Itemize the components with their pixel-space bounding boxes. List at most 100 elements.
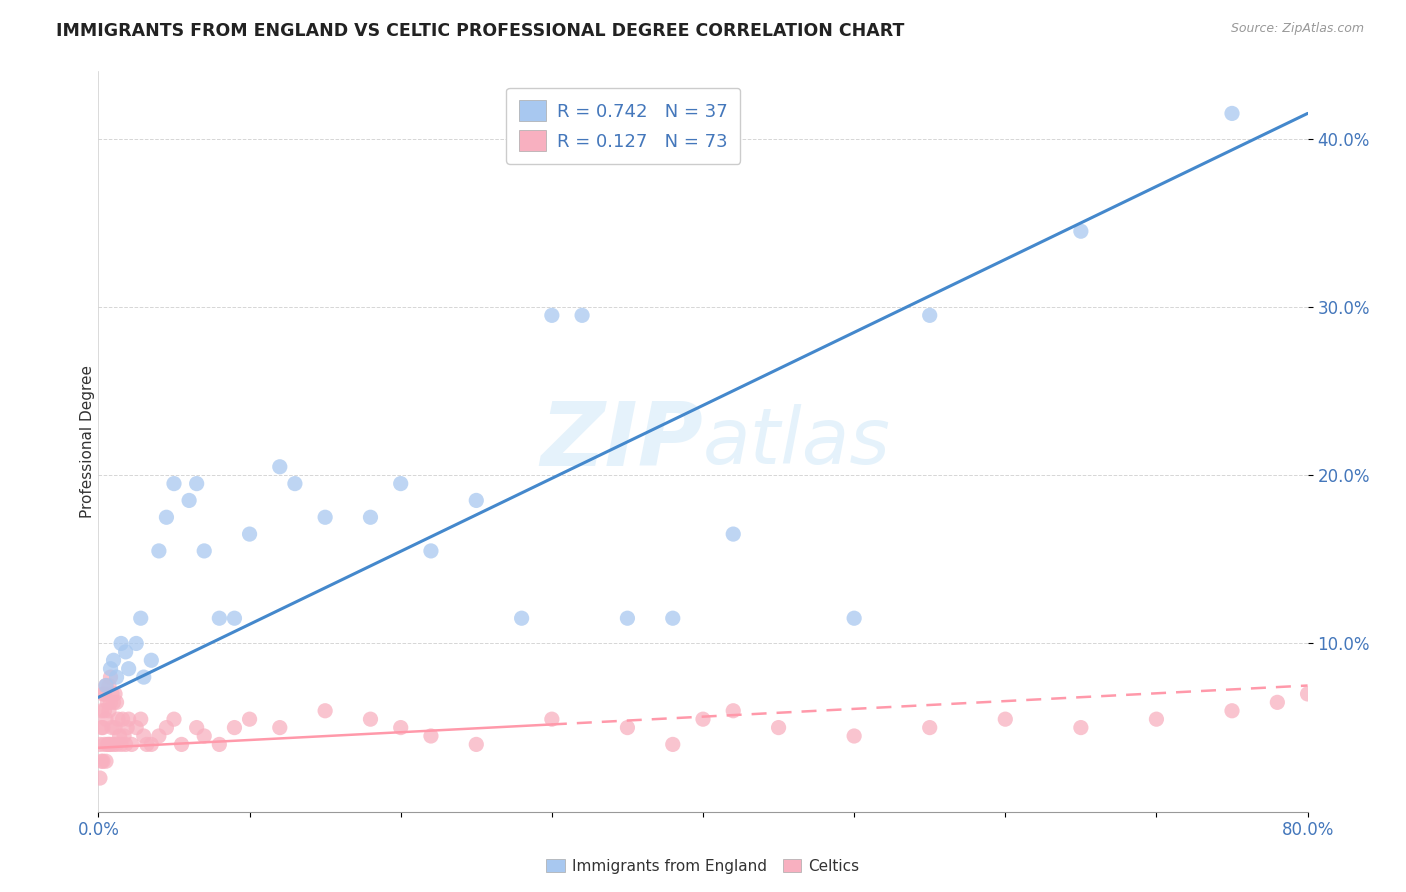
Point xyxy=(100,738,122,752)
Point xyxy=(661,738,683,752)
Point xyxy=(360,712,382,726)
Point xyxy=(141,653,163,667)
Point xyxy=(94,754,117,768)
Point xyxy=(91,687,114,701)
Point xyxy=(155,721,177,735)
Point xyxy=(510,611,533,625)
Point xyxy=(1220,106,1243,120)
Point xyxy=(224,611,246,625)
Point xyxy=(420,729,443,743)
Point xyxy=(114,645,136,659)
Point xyxy=(112,729,135,743)
Point xyxy=(918,721,941,735)
Point xyxy=(115,721,138,735)
Point xyxy=(389,476,412,491)
Point xyxy=(98,738,121,752)
Point xyxy=(768,721,790,735)
Point xyxy=(1070,721,1092,735)
Point xyxy=(723,704,745,718)
Point xyxy=(105,670,128,684)
Legend: R = 0.742   N = 37, R = 0.127   N = 73: R = 0.742 N = 37, R = 0.127 N = 73 xyxy=(506,87,741,164)
Point xyxy=(96,738,118,752)
Point xyxy=(186,476,208,491)
Point xyxy=(170,738,193,752)
Point xyxy=(465,493,488,508)
Point xyxy=(540,712,562,726)
Point xyxy=(1267,695,1289,709)
Point xyxy=(193,729,215,743)
Point xyxy=(540,309,562,323)
Point xyxy=(104,721,127,735)
Point xyxy=(269,459,291,474)
Point xyxy=(420,544,443,558)
Point xyxy=(98,679,121,693)
Point xyxy=(89,738,111,752)
Text: atlas: atlas xyxy=(703,403,891,480)
Point xyxy=(121,738,143,752)
Point xyxy=(148,729,170,743)
Point xyxy=(918,309,941,323)
Point xyxy=(571,309,593,323)
Point xyxy=(104,687,127,701)
Point xyxy=(118,712,141,726)
Legend: Immigrants from England, Celtics: Immigrants from England, Celtics xyxy=(540,853,866,880)
Point xyxy=(148,544,170,558)
Point xyxy=(118,662,141,676)
Point xyxy=(101,721,124,735)
Point xyxy=(129,611,152,625)
Point xyxy=(100,662,122,676)
Point xyxy=(132,670,155,684)
Point xyxy=(314,704,336,718)
Point xyxy=(129,712,152,726)
Point xyxy=(616,611,638,625)
Point xyxy=(93,738,115,752)
Point xyxy=(1296,687,1319,701)
Point xyxy=(93,687,115,701)
Point xyxy=(179,493,201,508)
Point xyxy=(723,527,745,541)
Point xyxy=(98,704,121,718)
Point xyxy=(94,712,117,726)
Point xyxy=(103,695,125,709)
Point xyxy=(1144,712,1167,726)
Point xyxy=(96,695,118,709)
Point xyxy=(103,653,125,667)
Point xyxy=(94,679,117,693)
Point xyxy=(1220,704,1243,718)
Point xyxy=(314,510,336,524)
Point xyxy=(844,729,866,743)
Point xyxy=(163,476,186,491)
Point xyxy=(155,510,177,524)
Point xyxy=(186,721,208,735)
Point xyxy=(105,695,128,709)
Point xyxy=(284,476,307,491)
Point xyxy=(103,738,125,752)
Point xyxy=(89,771,111,785)
Point xyxy=(132,729,155,743)
Point xyxy=(110,738,132,752)
Point xyxy=(93,704,115,718)
Point xyxy=(91,721,114,735)
Point xyxy=(101,687,124,701)
Point xyxy=(163,712,186,726)
Point xyxy=(1070,224,1092,238)
Point xyxy=(111,712,134,726)
Point xyxy=(239,527,262,541)
Point xyxy=(616,721,638,735)
Point xyxy=(389,721,412,735)
Point xyxy=(692,712,714,726)
Point xyxy=(239,712,262,726)
Point xyxy=(108,729,131,743)
Point xyxy=(110,636,132,650)
Point xyxy=(105,738,128,752)
Point xyxy=(994,712,1017,726)
Point xyxy=(94,679,117,693)
Point xyxy=(208,738,231,752)
Point xyxy=(135,738,157,752)
Point xyxy=(208,611,231,625)
Point xyxy=(844,611,866,625)
Point xyxy=(269,721,291,735)
Point xyxy=(141,738,163,752)
Point xyxy=(661,611,683,625)
Point xyxy=(125,721,148,735)
